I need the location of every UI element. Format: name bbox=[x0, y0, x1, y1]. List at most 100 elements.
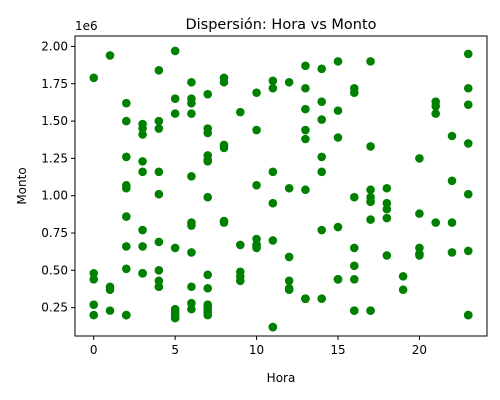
data-point bbox=[301, 104, 310, 114]
data-point bbox=[170, 94, 180, 103]
data-point bbox=[366, 142, 375, 151]
data-point bbox=[447, 248, 457, 257]
data-point bbox=[284, 77, 294, 87]
data-point bbox=[105, 306, 115, 315]
data-point bbox=[415, 251, 424, 260]
data-point bbox=[187, 282, 196, 292]
data-point bbox=[366, 57, 375, 66]
data-point bbox=[463, 83, 473, 93]
data-point bbox=[203, 157, 213, 166]
data-point bbox=[333, 222, 343, 232]
data-point bbox=[301, 61, 310, 71]
data-point bbox=[154, 266, 164, 275]
data-point bbox=[154, 116, 164, 126]
data-point bbox=[447, 131, 457, 141]
data-point bbox=[154, 167, 164, 177]
data-point bbox=[349, 88, 359, 98]
data-point bbox=[447, 218, 457, 227]
data-point bbox=[235, 276, 245, 286]
data-point bbox=[382, 213, 392, 223]
data-point bbox=[366, 215, 375, 224]
data-point bbox=[89, 274, 99, 284]
data-point bbox=[366, 197, 375, 206]
y-axis-label: Monto bbox=[15, 167, 29, 204]
data-point bbox=[89, 269, 99, 278]
x-tick-label: 20 bbox=[412, 343, 427, 357]
data-point bbox=[122, 116, 131, 126]
data-point bbox=[463, 100, 473, 109]
data-point bbox=[154, 282, 164, 292]
data-point bbox=[431, 109, 441, 118]
data-point bbox=[349, 243, 359, 253]
data-point bbox=[284, 285, 294, 295]
data-point bbox=[317, 225, 327, 235]
data-point bbox=[170, 46, 180, 56]
data-point bbox=[268, 198, 278, 208]
data-point bbox=[138, 242, 147, 251]
data-point bbox=[170, 243, 180, 253]
data-point bbox=[105, 51, 115, 60]
data-point bbox=[382, 251, 392, 260]
data-point bbox=[252, 234, 261, 244]
data-point bbox=[203, 192, 213, 202]
data-point bbox=[122, 242, 131, 251]
data-point bbox=[203, 270, 213, 280]
data-point bbox=[349, 261, 359, 271]
data-point bbox=[463, 246, 473, 256]
data-point bbox=[138, 167, 147, 177]
data-point bbox=[284, 276, 294, 286]
data-point bbox=[398, 285, 408, 295]
data-point bbox=[203, 128, 213, 138]
x-axis: 0 5 10 15 20 bbox=[90, 336, 427, 357]
data-point bbox=[154, 237, 164, 247]
data-point bbox=[203, 310, 213, 320]
data-point bbox=[268, 76, 278, 86]
y-tick-label: 1.75 bbox=[41, 77, 68, 91]
data-point bbox=[333, 106, 343, 115]
data-point bbox=[415, 243, 424, 253]
data-point bbox=[447, 176, 457, 186]
data-point bbox=[89, 300, 99, 309]
y-tick-label: 1.25 bbox=[41, 151, 68, 165]
data-point bbox=[268, 83, 278, 93]
data-point bbox=[138, 269, 147, 278]
x-tick-label: 5 bbox=[171, 343, 179, 357]
data-point bbox=[431, 218, 441, 227]
data-point bbox=[301, 134, 310, 144]
x-axis-label: Hora bbox=[267, 371, 296, 385]
x-tick-label: 15 bbox=[330, 343, 345, 357]
data-point bbox=[415, 209, 424, 218]
data-point bbox=[268, 236, 278, 245]
data-point bbox=[219, 77, 229, 87]
chart-title: Dispersión: Hora vs Monto bbox=[185, 17, 376, 33]
data-point bbox=[187, 248, 196, 257]
data-point bbox=[203, 283, 213, 293]
data-point bbox=[187, 221, 196, 230]
y-tick-label: 1.50 bbox=[41, 114, 68, 128]
data-point bbox=[219, 143, 229, 153]
data-point bbox=[463, 310, 473, 320]
data-point bbox=[187, 109, 196, 118]
data-point bbox=[187, 298, 196, 308]
data-point bbox=[187, 304, 196, 314]
data-point bbox=[415, 154, 424, 163]
data-point bbox=[89, 73, 99, 83]
data-point bbox=[203, 89, 213, 99]
data-point bbox=[333, 133, 343, 142]
data-point bbox=[187, 172, 196, 181]
data-point bbox=[170, 313, 180, 323]
y-axis: 0.25 0.50 0.75 1.00 1.25 1.50 1.75 2.00 bbox=[41, 39, 75, 315]
data-point bbox=[268, 167, 278, 177]
data-point bbox=[317, 152, 327, 162]
data-point bbox=[317, 64, 327, 74]
data-point bbox=[366, 306, 375, 315]
data-point bbox=[235, 240, 245, 250]
data-point bbox=[382, 183, 392, 193]
data-point bbox=[170, 109, 180, 118]
data-point bbox=[317, 167, 327, 177]
data-point bbox=[349, 192, 359, 202]
data-point bbox=[333, 274, 343, 284]
data-point bbox=[301, 83, 310, 93]
data-point bbox=[252, 243, 261, 253]
